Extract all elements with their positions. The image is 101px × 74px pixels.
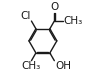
Text: O: O bbox=[50, 2, 58, 12]
Text: OH: OH bbox=[55, 61, 71, 71]
Text: CH₃: CH₃ bbox=[63, 16, 82, 26]
Text: CH₃: CH₃ bbox=[22, 61, 41, 71]
Text: Cl: Cl bbox=[20, 11, 31, 21]
